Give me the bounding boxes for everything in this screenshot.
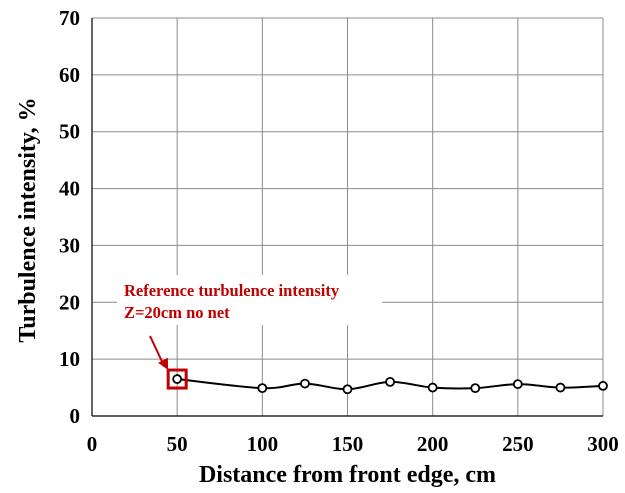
axes <box>91 18 603 417</box>
data-point <box>385 376 395 387</box>
y-tick-label: 10 <box>59 347 80 371</box>
y-tick-label: 40 <box>59 177 80 201</box>
x-tick-label: 0 <box>87 432 98 456</box>
y-tick-label: 30 <box>59 233 80 257</box>
annotation: Reference turbulence intensity Z=20cm no… <box>117 275 382 390</box>
annotation-background <box>117 275 382 325</box>
y-tick-label: 0 <box>70 404 81 428</box>
series-line <box>177 378 604 391</box>
y-tick-label: 50 <box>59 120 80 144</box>
data-point <box>172 374 183 384</box>
data-point <box>598 380 608 391</box>
y-tick-label: 20 <box>59 290 80 314</box>
data-point <box>257 383 268 394</box>
x-tick-label: 50 <box>167 432 188 456</box>
x-tick-label: 250 <box>502 432 534 456</box>
y-tick-label: 60 <box>59 63 80 87</box>
y-tick-label: 70 <box>59 6 80 30</box>
y-axis-label: Turbulence intensity, % <box>15 97 41 342</box>
x-tick-label: 150 <box>332 432 364 456</box>
data-point <box>555 382 566 393</box>
annotation-highlight-box <box>166 368 188 390</box>
data-point <box>470 383 481 394</box>
tick-labels: 0 50 100 150 200 250 300 0 10 20 30 40 50 60 70 <box>59 6 619 456</box>
grid <box>92 17 604 416</box>
annotation-text-line-1: Reference turbulence intensity <box>124 281 340 300</box>
x-tick-label: 100 <box>247 432 279 456</box>
annotation-text-line-2: Z=20cm no net <box>124 303 230 322</box>
data-points <box>172 374 608 395</box>
x-tick-label: 300 <box>587 432 619 456</box>
data-point <box>512 379 523 390</box>
data-point <box>300 378 310 389</box>
data-point <box>427 382 438 393</box>
x-tick-label: 200 <box>417 432 449 456</box>
annotation-arrowhead <box>158 357 169 371</box>
data-point <box>342 384 353 395</box>
x-axis-label: Distance from front edge, cm <box>199 462 496 488</box>
